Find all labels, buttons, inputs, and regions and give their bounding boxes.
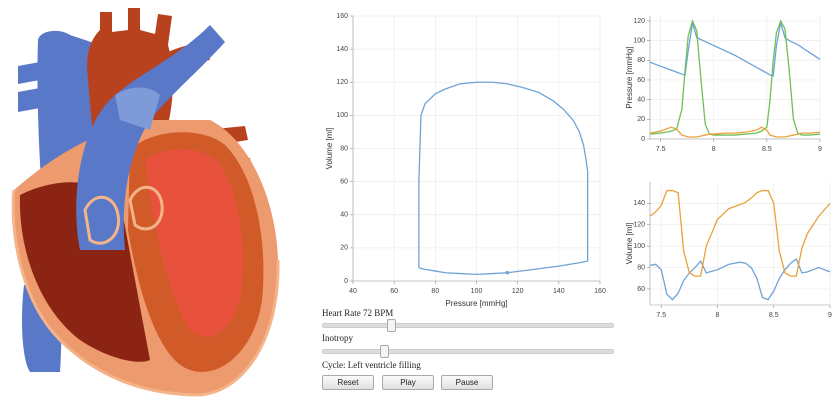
pause-button[interactable]: Pause <box>441 375 493 390</box>
series-line <box>650 259 830 300</box>
y-tick-label: 60 <box>340 178 348 185</box>
cycle-label: Cycle: Left ventricle filling <box>322 360 421 370</box>
heart-illustration <box>13 8 278 395</box>
y-axis-label: Pressure [mmHg] <box>625 46 634 108</box>
y-axis-label: Volume [ml] <box>325 128 334 170</box>
y-tick-label: 80 <box>340 145 348 152</box>
heart-rate-label: Heart Rate 72 BPM <box>322 308 393 318</box>
x-tick-label: 80 <box>431 288 439 295</box>
inotropy-slider[interactable] <box>322 349 614 354</box>
y-tick-label: 60 <box>637 77 645 84</box>
x-tick-label: 8.5 <box>762 146 772 153</box>
x-tick-label: 140 <box>553 288 565 295</box>
y-tick-label: 140 <box>633 200 645 207</box>
series-line <box>650 23 820 76</box>
y-tick-label: 100 <box>336 112 348 119</box>
heart-rate-thumb[interactable] <box>387 319 396 332</box>
x-tick-label: 9 <box>828 312 832 319</box>
x-tick-label: 60 <box>390 288 398 295</box>
y-tick-label: 80 <box>637 57 645 64</box>
y-tick-label: 120 <box>633 18 645 25</box>
y-tick-label: 120 <box>336 79 348 86</box>
play-button[interactable]: Play <box>382 375 434 390</box>
x-tick-label: 8 <box>712 146 716 153</box>
y-tick-label: 140 <box>336 46 348 53</box>
series-line <box>650 21 820 135</box>
y-tick-label: 40 <box>340 212 348 219</box>
app: 020406080100120140160406080100120140160V… <box>0 0 835 407</box>
inotropy-thumb[interactable] <box>380 345 389 358</box>
inotropy-label: Inotropy <box>322 333 353 343</box>
page: 020406080100120140160406080100120140160V… <box>0 0 835 407</box>
series-line <box>419 82 588 274</box>
y-tick-label: 80 <box>637 264 645 271</box>
y-tick-label: 20 <box>637 116 645 123</box>
x-tick-label: 9 <box>818 146 822 153</box>
y-tick-label: 0 <box>344 278 348 285</box>
y-tick-label: 100 <box>633 37 645 44</box>
x-tick-label: 8.5 <box>769 312 779 319</box>
x-tick-label: 40 <box>349 288 357 295</box>
x-tick-label: 7.5 <box>656 146 666 153</box>
y-tick-label: 160 <box>336 13 348 20</box>
x-axis-label: Pressure [mmHg] <box>445 299 507 308</box>
x-tick-label: 160 <box>594 288 606 295</box>
current-point <box>506 271 510 275</box>
y-tick-label: 40 <box>637 96 645 103</box>
y-tick-label: 20 <box>340 245 348 252</box>
x-tick-label: 120 <box>512 288 524 295</box>
x-tick-label: 100 <box>471 288 483 295</box>
y-axis-label: Volume [ml] <box>625 223 634 265</box>
heart-rate-slider[interactable] <box>322 323 614 328</box>
x-tick-label: 8 <box>716 312 720 319</box>
y-tick-label: 100 <box>633 243 645 250</box>
y-tick-label: 0 <box>641 136 645 143</box>
x-tick-label: 7.5 <box>656 312 666 319</box>
y-tick-label: 120 <box>633 222 645 229</box>
reset-button[interactable]: Reset <box>322 375 374 390</box>
y-tick-label: 60 <box>637 286 645 293</box>
